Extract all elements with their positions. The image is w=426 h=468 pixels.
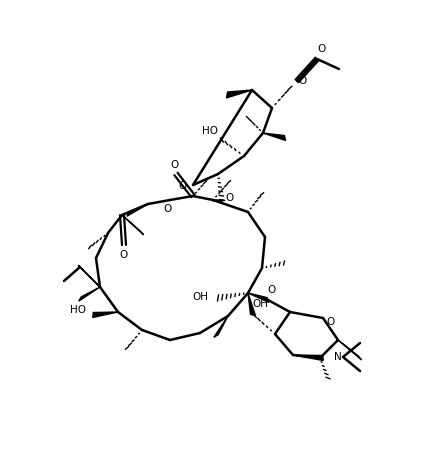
Text: O: O — [267, 285, 276, 295]
Polygon shape — [337, 340, 361, 360]
Text: O: O — [225, 193, 233, 203]
Polygon shape — [262, 133, 285, 140]
Polygon shape — [122, 215, 143, 235]
Text: N: N — [333, 352, 341, 362]
Text: O: O — [317, 44, 325, 54]
Polygon shape — [248, 293, 255, 315]
Text: O: O — [326, 317, 334, 327]
Polygon shape — [226, 90, 251, 98]
Text: HO: HO — [70, 305, 86, 315]
Polygon shape — [127, 204, 148, 216]
Text: O: O — [178, 181, 187, 191]
Polygon shape — [92, 312, 118, 317]
Polygon shape — [292, 355, 322, 360]
Text: O: O — [298, 76, 306, 86]
Text: HO: HO — [201, 126, 218, 136]
Text: O: O — [120, 250, 128, 260]
Text: O: O — [170, 160, 178, 170]
Polygon shape — [78, 265, 100, 287]
Text: O: O — [164, 204, 172, 214]
Polygon shape — [78, 287, 100, 301]
Text: OH: OH — [251, 299, 268, 309]
Text: OH: OH — [192, 292, 207, 302]
Polygon shape — [248, 293, 268, 302]
Polygon shape — [213, 316, 227, 337]
